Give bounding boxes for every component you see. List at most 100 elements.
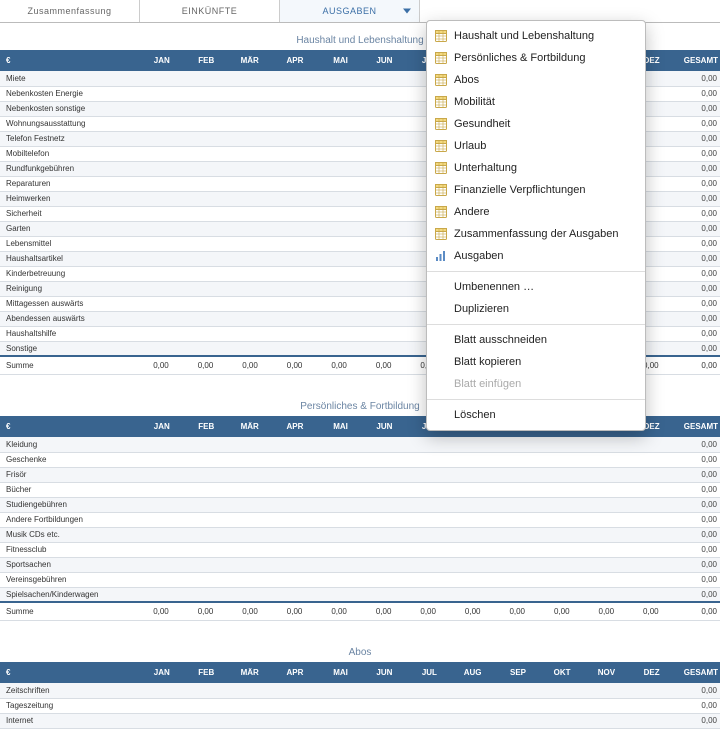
cell[interactable] xyxy=(261,482,306,497)
cell[interactable] xyxy=(528,467,573,482)
cell[interactable] xyxy=(617,557,662,572)
cell[interactable] xyxy=(216,206,261,221)
cell[interactable] xyxy=(261,587,306,602)
cell[interactable] xyxy=(617,467,662,482)
cell[interactable] xyxy=(216,101,261,116)
cell[interactable] xyxy=(172,281,217,296)
cell[interactable] xyxy=(305,326,350,341)
cell[interactable] xyxy=(350,266,395,281)
cell[interactable] xyxy=(350,176,395,191)
cell[interactable] xyxy=(172,116,217,131)
cell[interactable] xyxy=(439,482,484,497)
menu-item-sheet[interactable]: Zusammenfassung der Ausgaben xyxy=(427,223,645,245)
cell[interactable] xyxy=(305,221,350,236)
cell[interactable] xyxy=(127,683,172,698)
cell[interactable] xyxy=(216,281,261,296)
cell[interactable] xyxy=(617,542,662,557)
cell[interactable] xyxy=(127,191,172,206)
cell[interactable] xyxy=(172,311,217,326)
cell[interactable] xyxy=(305,86,350,101)
cell[interactable] xyxy=(305,497,350,512)
menu-item-sheet[interactable]: Persönliches & Fortbildung xyxy=(427,47,645,69)
cell[interactable] xyxy=(216,236,261,251)
cell[interactable] xyxy=(350,131,395,146)
cell[interactable] xyxy=(617,482,662,497)
cell[interactable] xyxy=(528,572,573,587)
cell[interactable] xyxy=(528,482,573,497)
cell[interactable] xyxy=(172,161,217,176)
cell[interactable] xyxy=(305,281,350,296)
cell[interactable] xyxy=(172,131,217,146)
cell[interactable] xyxy=(305,512,350,527)
cell[interactable] xyxy=(350,542,395,557)
cell[interactable] xyxy=(350,311,395,326)
cell[interactable] xyxy=(617,452,662,467)
cell[interactable] xyxy=(305,437,350,452)
cell[interactable] xyxy=(127,542,172,557)
cell[interactable] xyxy=(617,698,662,713)
cell[interactable] xyxy=(216,497,261,512)
cell[interactable] xyxy=(172,221,217,236)
menu-cut-sheet[interactable]: Blatt ausschneiden xyxy=(427,329,645,351)
cell[interactable] xyxy=(439,497,484,512)
cell[interactable] xyxy=(127,311,172,326)
cell[interactable] xyxy=(305,296,350,311)
cell[interactable] xyxy=(305,71,350,86)
cell[interactable] xyxy=(261,161,306,176)
cell[interactable] xyxy=(261,698,306,713)
cell[interactable] xyxy=(261,467,306,482)
tab-expenses[interactable]: AUSGABEN xyxy=(280,0,420,22)
cell[interactable] xyxy=(528,683,573,698)
cell[interactable] xyxy=(528,497,573,512)
cell[interactable] xyxy=(172,482,217,497)
cell[interactable] xyxy=(216,161,261,176)
cell[interactable] xyxy=(350,251,395,266)
cell[interactable] xyxy=(172,296,217,311)
cell[interactable] xyxy=(172,251,217,266)
cell[interactable] xyxy=(216,131,261,146)
cell[interactable] xyxy=(216,326,261,341)
cell[interactable] xyxy=(483,572,528,587)
cell[interactable] xyxy=(439,557,484,572)
cell[interactable] xyxy=(127,206,172,221)
cell[interactable] xyxy=(261,221,306,236)
cell[interactable] xyxy=(483,713,528,728)
cell[interactable] xyxy=(172,467,217,482)
cell[interactable] xyxy=(573,713,618,728)
cell[interactable] xyxy=(350,557,395,572)
menu-item-sheet[interactable]: Unterhaltung xyxy=(427,157,645,179)
cell[interactable] xyxy=(394,527,439,542)
cell[interactable] xyxy=(127,467,172,482)
cell[interactable] xyxy=(573,557,618,572)
cell[interactable] xyxy=(127,86,172,101)
menu-delete[interactable]: Löschen xyxy=(427,404,645,426)
cell[interactable] xyxy=(127,482,172,497)
cell[interactable] xyxy=(617,512,662,527)
cell[interactable] xyxy=(439,542,484,557)
cell[interactable] xyxy=(483,542,528,557)
cell[interactable] xyxy=(394,512,439,527)
cell[interactable] xyxy=(261,176,306,191)
cell[interactable] xyxy=(172,452,217,467)
cell[interactable] xyxy=(127,296,172,311)
cell[interactable] xyxy=(350,497,395,512)
cell[interactable] xyxy=(261,437,306,452)
cell[interactable] xyxy=(261,266,306,281)
cell[interactable] xyxy=(216,311,261,326)
cell[interactable] xyxy=(573,452,618,467)
cell[interactable] xyxy=(261,236,306,251)
cell[interactable] xyxy=(573,437,618,452)
cell[interactable] xyxy=(439,437,484,452)
cell[interactable] xyxy=(216,698,261,713)
cell[interactable] xyxy=(528,587,573,602)
cell[interactable] xyxy=(216,191,261,206)
cell[interactable] xyxy=(350,296,395,311)
cell[interactable] xyxy=(528,512,573,527)
cell[interactable] xyxy=(216,542,261,557)
cell[interactable] xyxy=(350,326,395,341)
cell[interactable] xyxy=(261,116,306,131)
cell[interactable] xyxy=(350,191,395,206)
cell[interactable] xyxy=(528,542,573,557)
cell[interactable] xyxy=(483,698,528,713)
cell[interactable] xyxy=(394,698,439,713)
